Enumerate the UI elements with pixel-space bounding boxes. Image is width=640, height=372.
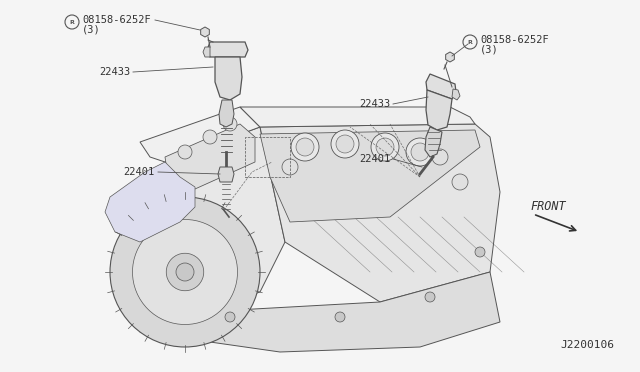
Polygon shape <box>215 57 242 100</box>
Text: (3): (3) <box>480 44 499 54</box>
Text: 22401: 22401 <box>124 167 155 177</box>
Bar <box>245 137 290 177</box>
Circle shape <box>291 133 319 161</box>
Circle shape <box>166 253 204 291</box>
Circle shape <box>282 159 298 175</box>
Circle shape <box>425 292 435 302</box>
Polygon shape <box>201 27 209 37</box>
Text: R: R <box>468 39 472 45</box>
Polygon shape <box>140 272 500 352</box>
Polygon shape <box>218 167 234 182</box>
Circle shape <box>376 138 394 156</box>
Polygon shape <box>203 47 210 57</box>
Polygon shape <box>140 107 260 162</box>
Polygon shape <box>140 127 285 312</box>
Text: R: R <box>70 19 74 25</box>
Polygon shape <box>240 107 475 127</box>
Text: FRONT: FRONT <box>530 201 566 214</box>
Polygon shape <box>207 42 248 57</box>
Circle shape <box>335 312 345 322</box>
Polygon shape <box>445 52 454 62</box>
Circle shape <box>452 174 468 190</box>
Circle shape <box>178 145 192 159</box>
Polygon shape <box>165 124 255 189</box>
Polygon shape <box>426 90 452 130</box>
Polygon shape <box>452 89 460 100</box>
Circle shape <box>132 219 237 324</box>
Circle shape <box>336 135 354 153</box>
Circle shape <box>203 130 217 144</box>
Polygon shape <box>260 130 480 222</box>
Circle shape <box>411 143 429 161</box>
Circle shape <box>296 138 314 156</box>
Circle shape <box>110 197 260 347</box>
Text: 08158-6252F: 08158-6252F <box>480 35 548 45</box>
Polygon shape <box>425 127 442 157</box>
Text: (3): (3) <box>82 24 100 34</box>
Circle shape <box>331 130 359 158</box>
Circle shape <box>176 263 194 281</box>
Polygon shape <box>219 100 234 127</box>
Circle shape <box>223 117 237 131</box>
Text: 22433: 22433 <box>359 99 390 109</box>
Polygon shape <box>105 162 195 242</box>
Polygon shape <box>260 124 500 302</box>
Circle shape <box>432 149 448 165</box>
Circle shape <box>225 312 235 322</box>
Circle shape <box>371 133 399 161</box>
Circle shape <box>475 247 485 257</box>
Text: J2200106: J2200106 <box>560 340 614 350</box>
Circle shape <box>406 138 434 166</box>
Polygon shape <box>426 74 456 99</box>
Text: 22401: 22401 <box>359 154 390 164</box>
Text: 08158-6252F: 08158-6252F <box>82 15 151 25</box>
Circle shape <box>150 297 160 307</box>
Text: 22433: 22433 <box>99 67 130 77</box>
